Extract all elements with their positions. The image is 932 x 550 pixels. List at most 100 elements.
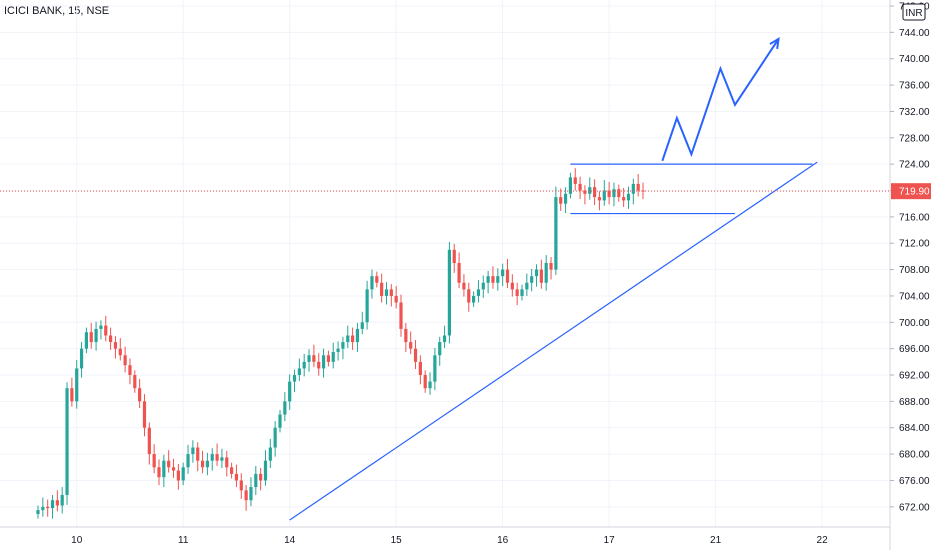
last-price-marker: 719.90 [0, 183, 931, 200]
candle [196, 442, 200, 472]
x-tick-label: 16 [497, 535, 509, 546]
candle [399, 294, 403, 337]
candle [418, 355, 422, 385]
candle [41, 497, 45, 517]
candle-body [273, 427, 277, 448]
candle [312, 344, 316, 368]
candle-body [249, 487, 253, 501]
candle-body [433, 355, 437, 382]
currency-badge[interactable]: INR [902, 3, 926, 21]
candle-body [176, 470, 180, 481]
candle-body [220, 457, 224, 461]
candle-body [317, 361, 321, 369]
candle-body [55, 500, 59, 506]
candle-body [205, 460, 209, 468]
candle-body [360, 322, 364, 329]
candle-body [162, 460, 166, 478]
candle [283, 392, 287, 422]
candle [263, 450, 268, 486]
candle [94, 321, 98, 351]
candle [205, 452, 209, 476]
candle [167, 450, 171, 473]
candle [346, 325, 350, 349]
candle-body [602, 190, 606, 201]
candle [438, 336, 442, 366]
candle [607, 181, 611, 205]
candle [55, 490, 59, 512]
candle-body [588, 187, 592, 194]
candle [268, 438, 272, 468]
candle [118, 338, 122, 361]
candle-body [50, 500, 55, 509]
candle [75, 359, 79, 409]
candle [568, 172, 572, 199]
time-axis: 10 11 14 15 16 17 21 22 [71, 535, 828, 546]
x-tick-label: 21 [710, 535, 722, 546]
candle [99, 320, 103, 340]
candle [191, 440, 195, 463]
candle [128, 358, 132, 385]
candle [384, 282, 389, 305]
y-tick-label: 708.00 [899, 265, 930, 276]
candle-body [404, 328, 408, 343]
candle-body [307, 355, 311, 362]
candle-body [380, 282, 384, 296]
candle [259, 467, 263, 491]
candle [481, 275, 485, 298]
candle [617, 184, 621, 202]
candle [60, 487, 64, 514]
candle-body [292, 375, 297, 382]
x-tick-label: 22 [817, 535, 829, 546]
candle [472, 291, 476, 308]
candle-body [486, 276, 490, 283]
candle [321, 348, 326, 378]
candle [462, 274, 466, 297]
candle [171, 458, 176, 478]
candle [544, 255, 548, 291]
candle [341, 336, 345, 360]
candle [375, 271, 379, 288]
y-tick-label: 728.00 [899, 133, 930, 144]
candle-body [288, 381, 292, 402]
candle-body [467, 289, 471, 303]
candle [442, 325, 447, 349]
currency-label: INR [905, 8, 922, 19]
candle [433, 348, 437, 391]
candle-body [563, 193, 568, 204]
candle [133, 370, 137, 393]
candle-body [46, 506, 50, 509]
candles [36, 168, 645, 519]
candle [331, 342, 335, 369]
candle-body [157, 467, 161, 478]
y-tick-label: 672.00 [899, 502, 930, 513]
candle-body [200, 460, 205, 468]
candle-body [370, 276, 374, 290]
candle [530, 268, 534, 292]
candle-body [491, 276, 495, 283]
candle [491, 266, 495, 289]
candle [176, 463, 180, 490]
candle-body [384, 289, 389, 296]
candle [147, 422, 151, 465]
candle-body [578, 183, 582, 191]
candle-body [423, 375, 427, 389]
candle [360, 311, 364, 335]
candle [583, 185, 587, 205]
candle-body [254, 473, 258, 488]
candle-body [99, 325, 103, 329]
candle-body [476, 289, 481, 296]
y-tick-label: 688.00 [899, 397, 930, 408]
candle [123, 346, 127, 373]
candle-body [181, 467, 185, 481]
candle [539, 259, 543, 289]
candle [457, 252, 461, 289]
candle-body [147, 427, 151, 455]
candle [162, 454, 166, 488]
candle [65, 382, 69, 505]
candle-body [36, 510, 40, 515]
candle [292, 369, 297, 393]
last-price-label: 719.90 [899, 187, 930, 198]
candle-body [520, 289, 524, 296]
candle-body [365, 289, 369, 323]
